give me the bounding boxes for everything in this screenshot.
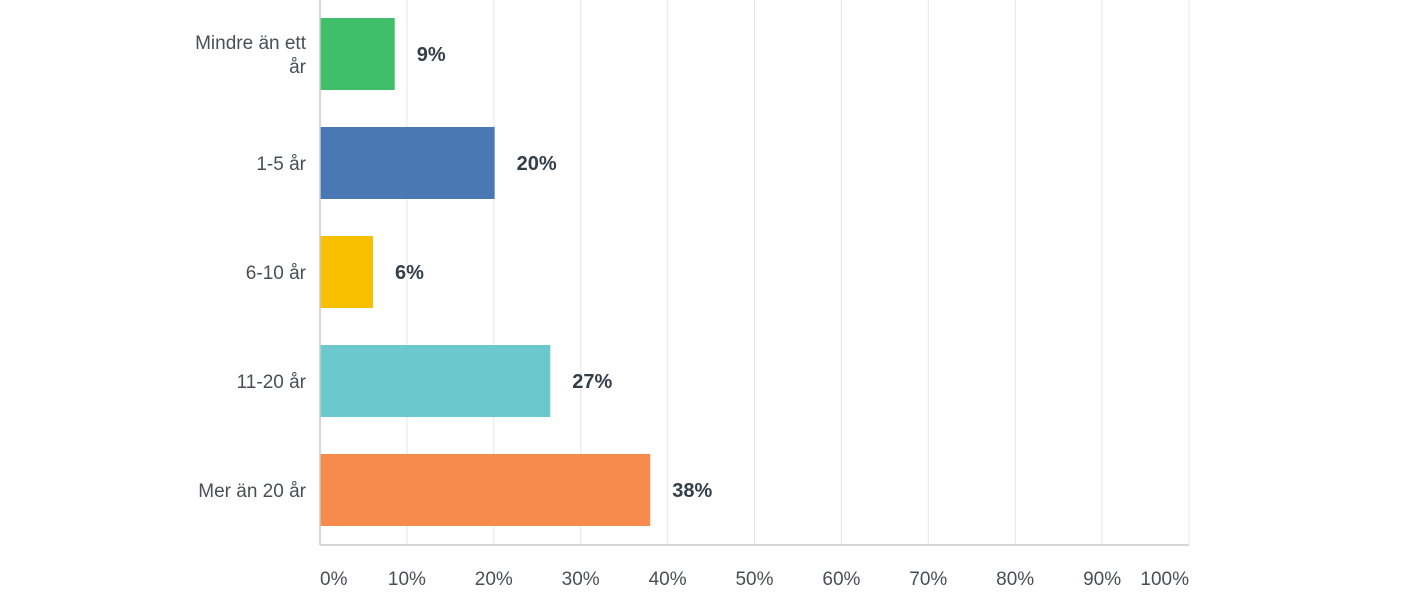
x-tick-label: 60% — [822, 569, 860, 590]
category-label: år — [289, 57, 307, 78]
category-label: 6-10 år — [246, 263, 307, 284]
category-label: 11-20 år — [237, 372, 307, 393]
x-tick-label: 30% — [562, 569, 600, 590]
x-tick-label: 0% — [320, 569, 348, 590]
category-label: Mindre än ett — [195, 33, 307, 54]
x-tick-label: 90% — [1083, 569, 1121, 590]
x-tick-label: 70% — [909, 569, 947, 590]
category-label: Mer än 20 år — [198, 481, 306, 502]
value-label: 9% — [417, 44, 446, 66]
axes: 0% 10% 20% 30% 40% 50% 60% 70% 80% 90% 100% — [319, 0, 1189, 590]
x-tick-label: 20% — [475, 569, 513, 590]
bar — [320, 236, 374, 308]
x-tick-label: 100% — [1140, 569, 1189, 590]
bar — [320, 345, 551, 417]
value-label: 6% — [395, 262, 424, 284]
grid-lines — [406, 0, 1190, 545]
labels: 9% Mindre än ett år 20% 1-5 år 6% 6-10 år 27% 11… — [195, 33, 712, 502]
x-tick-label: 80% — [996, 569, 1034, 590]
x-tick-label: 40% — [649, 569, 687, 590]
value-label: 38% — [672, 480, 712, 502]
x-tick-label: 10% — [388, 569, 426, 590]
x-tick-label: 50% — [735, 569, 773, 590]
bar — [320, 18, 395, 90]
bar — [320, 127, 495, 199]
value-label: 27% — [572, 371, 612, 393]
category-label: 1-5 år — [256, 154, 306, 175]
bar — [320, 454, 651, 526]
bars — [320, 18, 651, 526]
value-label: 20% — [517, 153, 557, 175]
